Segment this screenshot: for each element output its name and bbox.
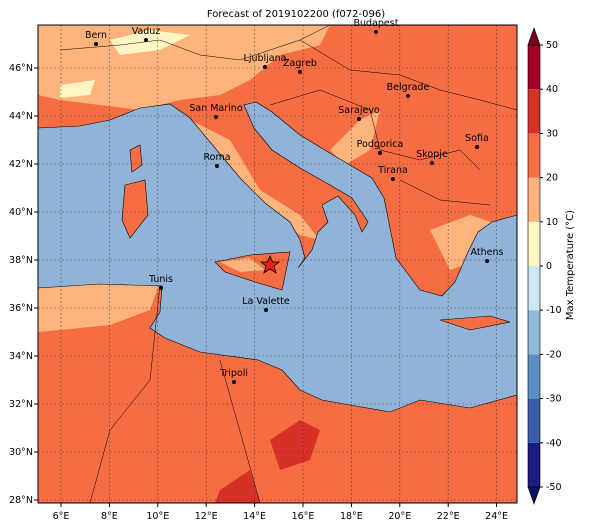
colorbar-tick-label: -40 xyxy=(546,438,562,449)
city-dot xyxy=(215,164,219,168)
y-tick-label: 46°N xyxy=(9,63,33,74)
city-label: Tunis xyxy=(148,274,173,285)
colorbar-band xyxy=(528,310,540,355)
city-dot xyxy=(485,259,489,263)
map-area xyxy=(38,25,517,503)
x-tick-label: 12°E xyxy=(195,511,218,522)
map-frame xyxy=(37,24,518,504)
city-dot xyxy=(475,145,479,149)
borders xyxy=(59,25,517,503)
city-dot xyxy=(298,70,302,74)
city-label: Sofia xyxy=(465,133,489,144)
city-label: Athens xyxy=(471,247,504,258)
colorbar-over xyxy=(527,27,541,46)
y-tick-label: 44°N xyxy=(9,111,33,122)
y-tick-label: 36°N xyxy=(9,303,33,314)
city-label: Vaduz xyxy=(132,26,161,37)
city-label: Zagreb xyxy=(283,58,317,69)
x-tick-label: 8°E xyxy=(101,511,118,522)
colorbar-band xyxy=(528,221,540,266)
city-dot xyxy=(264,308,268,312)
y-tick-label: 30°N xyxy=(9,447,33,458)
y-tick-label: 40°N xyxy=(9,207,33,218)
title: Forecast of 2019102200 (f072-096) xyxy=(207,9,385,20)
city-dot xyxy=(378,151,382,155)
city-dot xyxy=(232,380,236,384)
city-dot xyxy=(430,161,434,165)
colorbar-tick-label: 30 xyxy=(546,128,558,139)
city-label: Budapest xyxy=(354,18,399,29)
y-tick-label: 34°N xyxy=(9,351,33,362)
colorbar-tick-label: -10 xyxy=(546,305,562,316)
x-tick-label: 6°E xyxy=(53,511,70,522)
city-label: Ljubljana xyxy=(244,53,287,64)
colorbar-band xyxy=(528,442,540,487)
star-marker xyxy=(259,254,281,274)
colorbar-band xyxy=(528,398,540,443)
colorbar-tick-label: 0 xyxy=(546,261,552,272)
city-label: La Valette xyxy=(242,296,290,307)
x-tick-label: 18°E xyxy=(340,511,363,522)
x-tick-label: 20°E xyxy=(388,511,411,522)
y-tick-label: 42°N xyxy=(9,159,33,170)
colorbar-band xyxy=(528,45,540,90)
x-tick-label: 24°E xyxy=(485,511,508,522)
city-dot xyxy=(144,38,148,42)
colorbar-label: Max Temperature (°C) xyxy=(565,210,576,320)
city-dot xyxy=(94,42,98,46)
x-tick-label: 16°E xyxy=(292,511,315,522)
island xyxy=(121,144,511,331)
y-tick-label: 38°N xyxy=(9,255,33,266)
city-label: Tripoli xyxy=(219,368,248,379)
colorbar-tick-label: -50 xyxy=(546,482,562,493)
city-dot xyxy=(263,65,267,69)
city-dot xyxy=(374,30,378,34)
colorbar-band xyxy=(528,354,540,399)
city-label: Roma xyxy=(203,152,230,163)
city-label: Skopje xyxy=(416,149,448,160)
colorbar-band xyxy=(528,133,540,178)
colorbar-tick-label: -20 xyxy=(546,349,562,360)
colorbar-tick-label: 40 xyxy=(546,84,558,95)
colorbar-band xyxy=(528,177,540,222)
colorbar-band xyxy=(528,89,540,134)
x-tick-label: 22°E xyxy=(437,511,460,522)
y-tick-label: 28°N xyxy=(9,495,33,506)
city-label: Podgorica xyxy=(357,139,404,150)
city-label: Sarajevo xyxy=(338,105,380,116)
city-label: Tirana xyxy=(377,165,408,176)
island-warm xyxy=(220,258,265,272)
city-label: Bern xyxy=(85,30,107,41)
x-tick-label: 10°E xyxy=(146,511,169,522)
y-tick-label: 32°N xyxy=(9,399,33,410)
city-dot xyxy=(357,117,361,121)
city-dot xyxy=(159,286,163,290)
city-dot xyxy=(406,94,410,98)
colorbar-under xyxy=(527,486,541,505)
x-tick-label: 14°E xyxy=(243,511,266,522)
city-label: Belgrade xyxy=(387,82,430,93)
warm-zone xyxy=(38,110,500,332)
colorbar-tick-label: 10 xyxy=(546,217,558,228)
hot-zone xyxy=(215,420,320,503)
colorbar-tick-label: 20 xyxy=(546,173,558,184)
city-label: San Marino xyxy=(189,103,242,114)
city-dot xyxy=(214,115,218,119)
colorbar-band xyxy=(528,266,540,311)
city-dot xyxy=(391,177,395,181)
colorbar-tick-label: 50 xyxy=(546,40,558,51)
warm-zone xyxy=(38,25,330,110)
colorbar-tick-label: -30 xyxy=(546,394,562,405)
